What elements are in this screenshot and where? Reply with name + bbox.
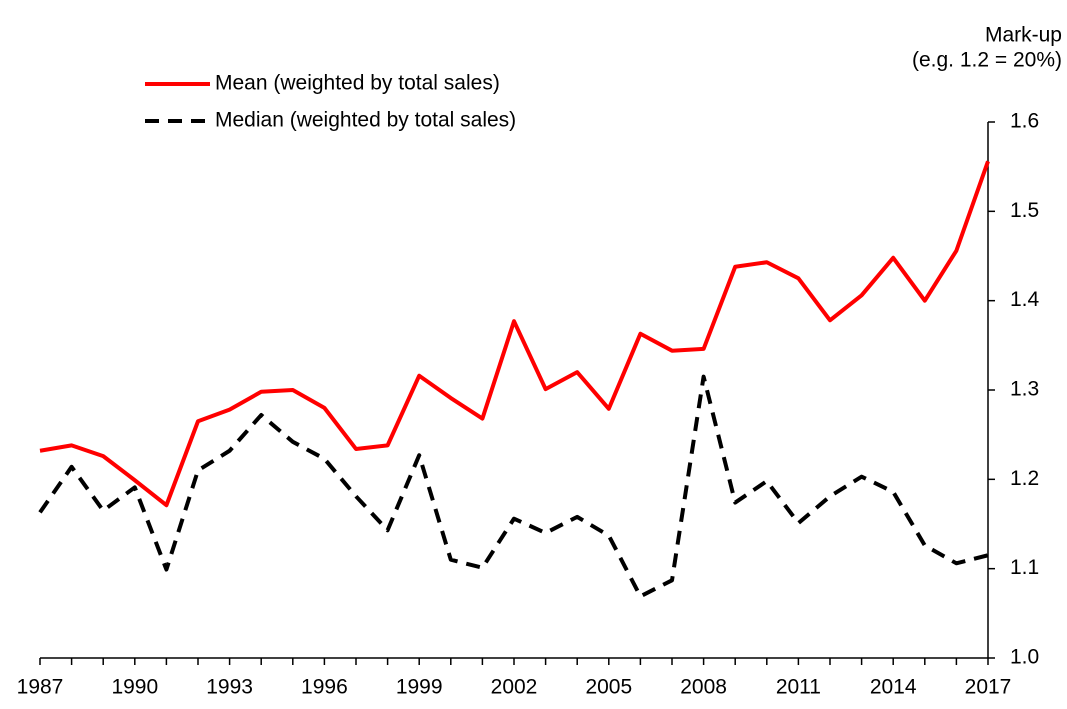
x-tick-label: 2008 [680, 676, 727, 699]
x-tick-label: 2011 [776, 676, 821, 699]
x-tick-label: 2014 [870, 676, 917, 699]
x-tick-label: 1990 [111, 676, 158, 699]
x-tick-label: 1987 [17, 676, 64, 699]
x-tick-label: 1996 [301, 676, 348, 699]
y-axis-label: Mark-up [985, 24, 1062, 47]
y-axis-label: (e.g. 1.2 = 20%) [912, 49, 1062, 72]
legend-label: Median (weighted by total sales) [215, 109, 516, 132]
x-tick-label: 2002 [491, 676, 538, 699]
series-line [39, 160, 990, 508]
y-tick-label: 1.5 [1010, 199, 1039, 222]
y-tick-label: 1.1 [1010, 556, 1039, 579]
x-tick-label: 2017 [965, 676, 1012, 699]
y-tick-label: 1.4 [1010, 288, 1040, 311]
x-tick-label: 2005 [585, 676, 632, 699]
y-tick-label: 1.2 [1010, 467, 1039, 490]
y-tick-label: 1.6 [1010, 110, 1039, 133]
series-line [38, 374, 989, 599]
y-tick-label: 1.0 [1010, 646, 1039, 669]
legend-label: Mean (weighted by total sales) [215, 72, 500, 95]
x-tick-label: 1993 [206, 676, 253, 699]
y-tick-label: 1.3 [1010, 378, 1039, 401]
x-tick-label: 1999 [396, 676, 443, 699]
